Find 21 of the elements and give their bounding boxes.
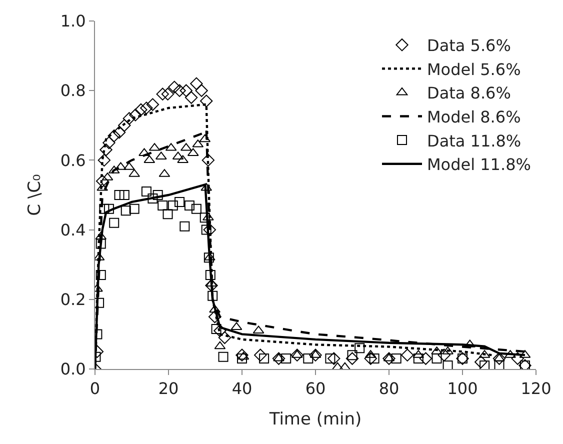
x-tick-label: 20 bbox=[158, 379, 179, 398]
x-tick-label: 100 bbox=[447, 379, 478, 398]
legend-label: Data 11.8% bbox=[427, 131, 522, 150]
y-axis-title: C \C₀ bbox=[24, 174, 45, 216]
y-tick-label: 0.2 bbox=[60, 290, 86, 309]
x-tick-label: 60 bbox=[305, 379, 326, 398]
x-tick-label: 80 bbox=[378, 379, 400, 398]
legend-label: Data 8.6% bbox=[427, 84, 511, 103]
y-tick-label: 0.8 bbox=[60, 81, 86, 100]
legend-label: Model 11.8% bbox=[427, 155, 531, 174]
legend-label: Model 5.6% bbox=[427, 60, 521, 79]
y-tick-label: 0.6 bbox=[60, 150, 86, 170]
x-tick-label: 40 bbox=[232, 379, 252, 398]
y-tick-label: 0.4 bbox=[60, 220, 86, 240]
y-tick-label: 0.0 bbox=[60, 360, 86, 379]
legend-label: Data 5.6% bbox=[427, 36, 511, 56]
y-tick-label: 1.0 bbox=[60, 12, 86, 31]
x-tick-label: 120 bbox=[520, 379, 552, 398]
legend-label: Model 8.6% bbox=[427, 108, 521, 126]
x-tick-label: 0 bbox=[90, 379, 100, 398]
x-axis-title: Time (min) bbox=[268, 410, 362, 430]
